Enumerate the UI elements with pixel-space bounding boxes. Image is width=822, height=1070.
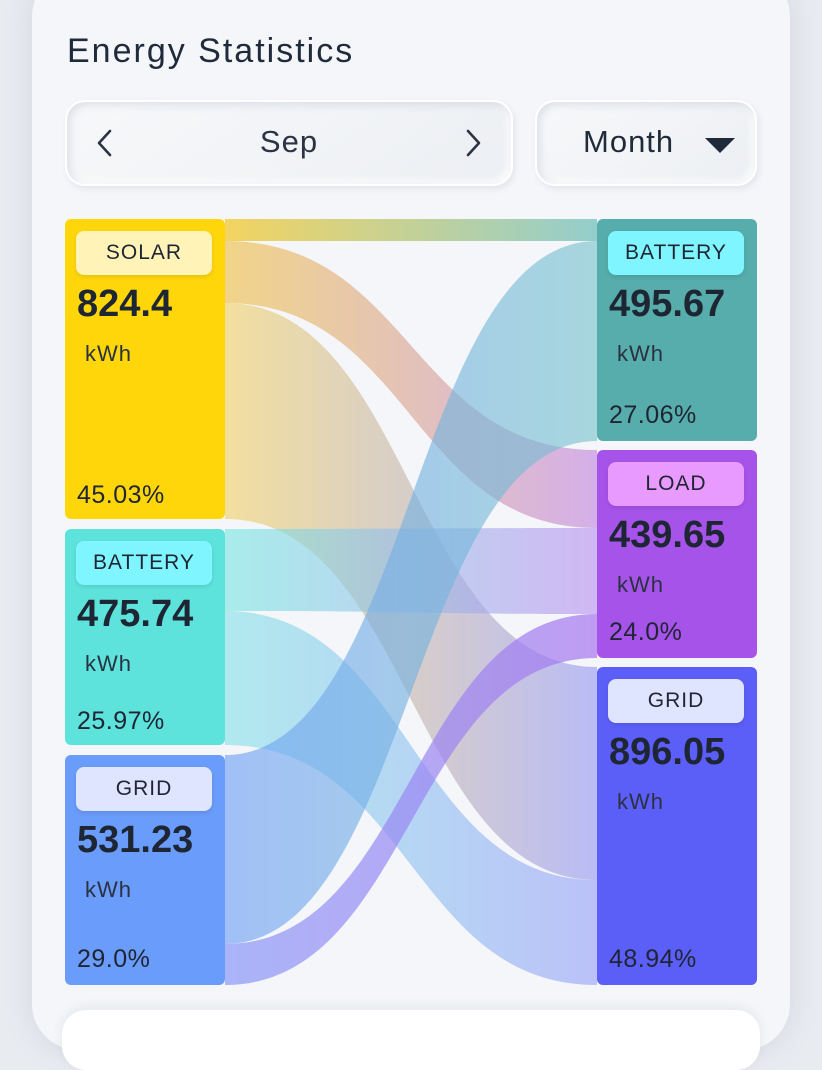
source-node-grid-unit: kWh: [85, 877, 132, 902]
flow-solar-to-battery: [225, 219, 597, 241]
destination-node-grid[interactable]: GRID 896.05 kWh 48.94%: [597, 667, 757, 985]
energy-flow-sankey: [225, 219, 597, 985]
destination-node-load-value: 439.65: [609, 514, 726, 556]
period-label: Sep: [259, 124, 319, 159]
flow-grid-to-load: [225, 614, 597, 985]
destination-node-grid-percent: 48.94%: [609, 945, 697, 973]
destination-node-load[interactable]: LOAD 439.65 kWh 24.0%: [597, 450, 757, 658]
source-node-battery-label: BATTERY: [76, 541, 212, 585]
period-mode-dropdown[interactable]: Month: [535, 100, 757, 186]
source-node-grid[interactable]: GRID 531.23 kWh 29.0%: [65, 755, 225, 985]
destination-node-load-label: LOAD: [608, 462, 744, 506]
source-node-grid-value: 531.23: [77, 819, 194, 861]
period-selector: Sep: [65, 100, 513, 186]
chevron-right-icon[interactable]: [455, 126, 489, 160]
destination-node-grid-value: 896.05: [609, 731, 726, 773]
source-node-battery-unit: kWh: [85, 651, 132, 676]
source-node-solar-label: SOLAR: [76, 231, 212, 275]
source-node-battery[interactable]: BATTERY 475.74 kWh 25.97%: [65, 529, 225, 745]
source-node-solar[interactable]: SOLAR 824.4 kWh 45.03%: [65, 219, 225, 519]
destination-node-grid-unit: kWh: [617, 789, 664, 814]
destination-node-battery-label: BATTERY: [608, 231, 744, 275]
source-node-solar-value: 824.4: [77, 283, 173, 325]
source-node-grid-percent: 29.0%: [77, 945, 151, 973]
destination-node-battery-percent: 27.06%: [609, 401, 697, 429]
page-title: Energy Statistics: [67, 32, 355, 70]
destination-node-battery-value: 495.67: [609, 283, 726, 325]
source-node-battery-percent: 25.97%: [77, 707, 165, 735]
destination-node-battery[interactable]: BATTERY 495.67 kWh 27.06%: [597, 219, 757, 441]
period-mode-label: Month: [583, 124, 675, 159]
source-node-solar-unit: kWh: [85, 341, 132, 366]
destination-node-grid-label: GRID: [608, 679, 744, 723]
source-node-solar-percent: 45.03%: [77, 481, 165, 509]
flow-grid-to-battery: [225, 241, 597, 944]
destination-node-battery-unit: kWh: [617, 341, 664, 366]
chevron-left-icon[interactable]: [89, 126, 123, 160]
caret-down-icon: [705, 138, 735, 153]
source-node-grid-label: GRID: [76, 767, 212, 811]
source-node-battery-value: 475.74: [77, 593, 194, 635]
destination-node-load-percent: 24.0%: [609, 618, 683, 646]
destination-node-load-unit: kWh: [617, 572, 664, 597]
